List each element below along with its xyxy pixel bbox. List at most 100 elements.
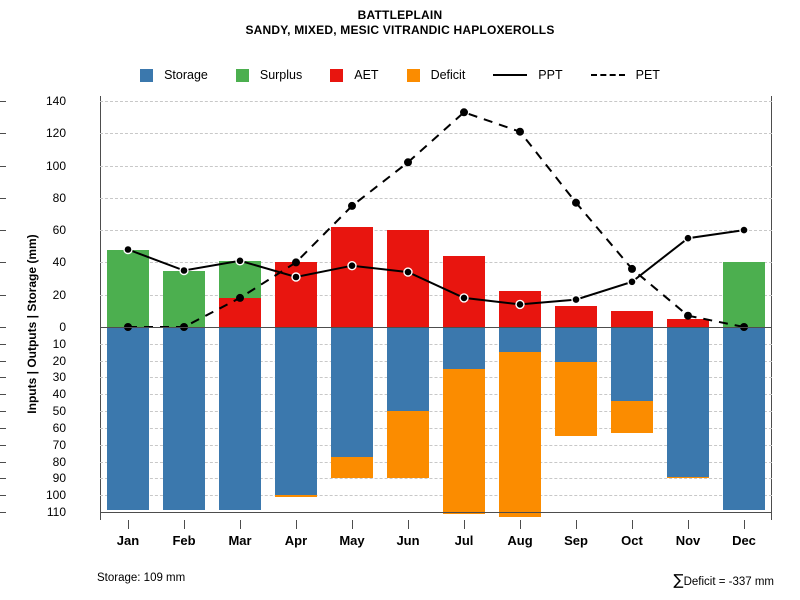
bar-storage-sep[interactable]: [555, 327, 597, 363]
gridline-upper-100: [100, 165, 772, 167]
y-tick-label-u0: 0: [0, 320, 66, 334]
legend-label-surplus: Surplus: [259, 68, 303, 82]
legend-swatch-deficit-icon: [406, 68, 420, 82]
legend-swatch-surplus-icon: [235, 68, 249, 82]
plot-frame: [100, 96, 772, 520]
legend-swatch-aet-icon: [330, 68, 344, 82]
y-tick-label-u80: 80: [0, 191, 66, 205]
bar-aet-aug[interactable]: [499, 291, 541, 327]
bar-aet-oct[interactable]: [611, 310, 653, 327]
bar-deficit-may[interactable]: [331, 456, 373, 479]
legend-line-pet-icon: [590, 74, 625, 76]
x-tick-mark-sep: [576, 520, 577, 529]
y-tick-mark-l60: [0, 427, 6, 429]
bar-aet-may[interactable]: [331, 226, 373, 327]
x-tick-label-jan: Jan: [116, 533, 140, 548]
bar-storage-jan[interactable]: [107, 327, 149, 511]
gridline-upper-40: [100, 262, 772, 264]
bar-deficit-aug[interactable]: [499, 352, 541, 518]
bar-storage-dec[interactable]: [723, 327, 765, 511]
bar-aet-apr[interactable]: [275, 262, 317, 327]
legend-item-surplus[interactable]: Surplus: [235, 68, 303, 82]
gridline-upper-60: [100, 230, 772, 232]
bar-aet-jul[interactable]: [443, 255, 485, 327]
y-tick-mark-l100: [0, 495, 6, 497]
bar-storage-jul[interactable]: [443, 327, 485, 370]
y-tick-mark-u60: [0, 230, 6, 232]
bar-surplus-mar[interactable]: [219, 260, 261, 298]
y-tick-mark-l30: [0, 377, 6, 379]
legend-item-ppt[interactable]: PPT: [493, 68, 563, 82]
axis-bottom-line: [100, 512, 772, 513]
x-tick-label-may: May: [339, 533, 365, 548]
bar-deficit-sep[interactable]: [555, 362, 597, 437]
x-tick-mark-jun: [408, 520, 409, 529]
y-tick-mark-u0: [0, 327, 6, 328]
bar-storage-may[interactable]: [331, 327, 373, 457]
x-tick-mark-oct: [632, 520, 633, 529]
y-tick-label-l10: 10: [0, 337, 66, 351]
legend-item-aet[interactable]: AET: [330, 68, 379, 82]
y-tick-mark-l80: [0, 461, 6, 463]
x-tick-mark-jul: [464, 520, 465, 529]
y-tick-mark-l70: [0, 444, 6, 446]
bar-aet-mar[interactable]: [219, 297, 261, 327]
bar-storage-oct[interactable]: [611, 327, 653, 401]
bar-surplus-feb[interactable]: [163, 270, 205, 327]
gridline-lower-40: [100, 394, 772, 396]
gridline-lower-100: [100, 495, 772, 497]
y-tick-label-l70: 70: [0, 438, 66, 452]
bar-storage-jun[interactable]: [387, 327, 429, 412]
chart-legend: Storage Surplus AET Deficit PPT PET: [0, 68, 800, 82]
y-tick-mark-u120: [0, 133, 6, 135]
x-tick-mark-jan: [128, 520, 129, 529]
y-tick-label-u100: 100: [0, 159, 66, 173]
legend-line-ppt-icon: [493, 74, 528, 76]
deficit-sum-note: ∑Deficit = -337 mm: [673, 571, 774, 589]
chart-title: BATTLEPLAIN SANDY, MIXED, MESIC VITRANDI…: [0, 8, 800, 38]
gridline-lower-10: [100, 343, 772, 345]
gridline-lower-60: [100, 427, 772, 429]
y-tick-mark-u20: [0, 294, 6, 296]
bar-storage-aug[interactable]: [499, 327, 541, 353]
y-tick-label-u60: 60: [0, 223, 66, 237]
bar-deficit-nov[interactable]: [667, 476, 709, 479]
bar-storage-mar[interactable]: [219, 327, 261, 511]
y-tick-mark-l110: [0, 512, 6, 513]
legend-item-pet[interactable]: PET: [590, 68, 660, 82]
y-tick-label-l30: 30: [0, 370, 66, 384]
bar-deficit-oct[interactable]: [611, 401, 653, 433]
legend-item-deficit[interactable]: Deficit: [406, 68, 465, 82]
y-tick-label-l100: 100: [0, 488, 66, 502]
y-tick-mark-u40: [0, 262, 6, 264]
y-tick-mark-l40: [0, 394, 6, 396]
gridline-lower-90: [100, 478, 772, 480]
bar-surplus-dec[interactable]: [723, 262, 765, 327]
bar-deficit-apr[interactable]: [275, 495, 317, 497]
legend-label-pet: PET: [635, 68, 660, 82]
gridline-lower-50: [100, 411, 772, 413]
sigma-icon: ∑: [673, 571, 684, 589]
bar-storage-apr[interactable]: [275, 327, 317, 496]
title-line-2: SANDY, MIXED, MESIC VITRANDIC HAPLOXEROL…: [245, 23, 555, 37]
y-tick-mark-l90: [0, 478, 6, 480]
bar-storage-nov[interactable]: [667, 327, 709, 477]
gridline-lower-30: [100, 377, 772, 379]
bar-aet-nov[interactable]: [667, 318, 709, 327]
axis-zero-line: [100, 327, 772, 328]
bar-surplus-jan[interactable]: [107, 249, 149, 327]
bar-storage-feb[interactable]: [163, 327, 205, 511]
bar-aet-jun[interactable]: [387, 230, 429, 327]
y-tick-label-l50: 50: [0, 404, 66, 418]
gridline-upper-140: [100, 101, 772, 102]
x-tick-mark-mar: [240, 520, 241, 529]
bar-deficit-jul[interactable]: [443, 369, 485, 514]
y-tick-label-l110: 110: [0, 505, 66, 519]
legend-item-storage[interactable]: Storage: [140, 68, 208, 82]
bar-aet-sep[interactable]: [555, 306, 597, 327]
bar-deficit-jun[interactable]: [387, 411, 429, 479]
gridline-upper-80: [100, 197, 772, 199]
gridline-lower-70: [100, 444, 772, 446]
x-tick-mark-may: [352, 520, 353, 529]
